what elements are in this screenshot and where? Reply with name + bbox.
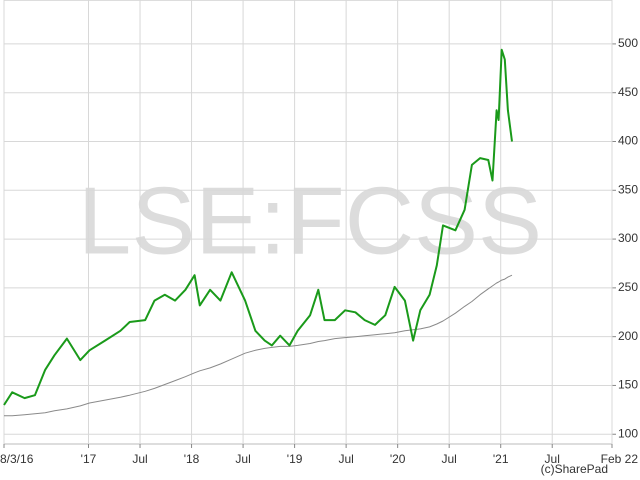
y-tick-label: 300 [618,231,638,245]
y-tick-label: 150 [618,378,638,392]
x-tick-label: 8/3/16 [0,452,34,466]
x-tick-label: '19 [287,452,303,466]
credit: (c)SharePad [541,462,608,476]
y-tick-label: 250 [618,280,638,294]
x-tick-label: '18 [184,452,200,466]
x-tick-label: '17 [81,452,97,466]
series-line [4,274,513,417]
y-tick-label: 100 [618,426,638,440]
x-tick-label: Jul [545,452,560,466]
x-tick-label: Jul [235,452,250,466]
x-tick-label: Jul [338,452,353,466]
y-tick-label: 500 [618,36,638,50]
x-tick-label: '21 [493,452,509,466]
y-tick-label: 450 [618,85,638,99]
x-tick-label: Jul [132,452,147,466]
y-tick-label: 200 [618,329,638,343]
watermark: LSE:FCSS [78,167,542,274]
series-line [3,48,513,406]
y-tick-label: 400 [618,134,638,148]
x-tick-label: Jul [442,452,457,466]
x-tick-label: Feb 22 [601,452,639,466]
y-tick-label: 350 [618,182,638,196]
x-tick-label: '20 [390,452,406,466]
